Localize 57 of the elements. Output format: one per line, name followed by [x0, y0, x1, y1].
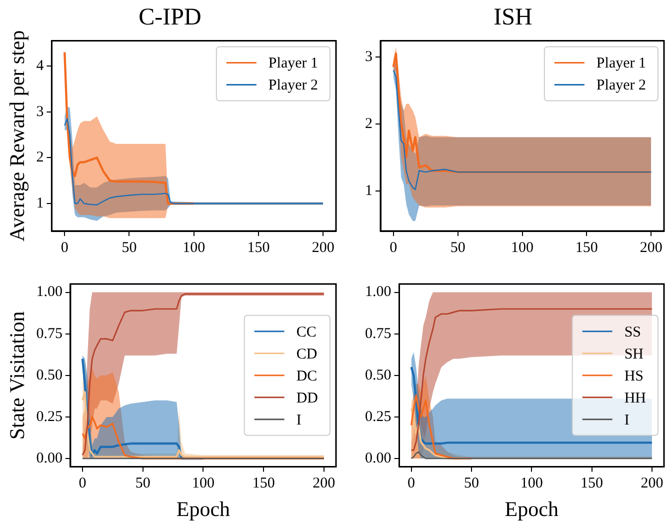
- x-tick-label: 100: [182, 240, 206, 256]
- legend-label: Player 2: [596, 78, 646, 94]
- x-tick-label: 0: [390, 240, 398, 256]
- x-tick-label: 200: [312, 476, 336, 492]
- y-tick-label: 0.25: [36, 408, 62, 425]
- y-tick-label: 0.75: [365, 326, 392, 342]
- chart-title: C-IPD: [138, 4, 202, 31]
- x-tick-label: 150: [252, 476, 275, 492]
- x-tick-label: 0: [60, 240, 68, 256]
- x-tick-label: 0: [78, 476, 86, 492]
- y-tick-label: 0.75: [36, 326, 62, 342]
- x-tick-label: 100: [511, 240, 534, 256]
- x-tick-label: 50: [135, 476, 150, 492]
- legend-label: HH: [624, 390, 646, 406]
- legend-label: CD: [296, 346, 318, 362]
- legend-label: SS: [624, 324, 642, 340]
- legend-label: Player 2: [268, 78, 318, 94]
- x-tick-label: 100: [520, 476, 543, 492]
- y-tick-label: 0.50: [36, 367, 62, 384]
- x-tick-label: 150: [247, 240, 270, 256]
- y-tick-label: 1: [36, 195, 44, 212]
- x-tick-label: 50: [122, 240, 137, 256]
- legend-label: Player 1: [596, 56, 646, 72]
- y-tick-label: 0.00: [365, 450, 392, 466]
- y-tick-label: 2: [36, 150, 44, 166]
- x-tick-label: 200: [640, 240, 662, 256]
- x-axis-title: Epoch: [504, 496, 559, 521]
- chart-title: ISH: [494, 4, 532, 31]
- legend-label: I: [296, 412, 302, 428]
- x-tick-label: 200: [640, 476, 664, 492]
- x-tick-label: 0: [408, 476, 416, 492]
- y-tick-label: 1.00: [36, 284, 62, 300]
- legend-label: HS: [624, 368, 644, 384]
- x-tick-label: 50: [464, 476, 479, 492]
- legend-label: Player 1: [268, 56, 318, 72]
- y-tick-label: 1: [365, 182, 372, 199]
- y-tick-label: 2: [365, 116, 372, 132]
- x-tick-label: 200: [312, 240, 334, 256]
- legend-label: SH: [624, 346, 644, 362]
- y-tick-label: 1.00: [365, 284, 392, 300]
- x-axis-title: Epoch: [176, 496, 231, 521]
- legend-label: DD: [296, 390, 318, 406]
- x-tick-label: 100: [192, 476, 214, 492]
- legend-label: I: [624, 412, 630, 428]
- legend-label: DC: [296, 368, 318, 384]
- x-tick-label: 50: [450, 240, 466, 256]
- y-tick-label: 0.50: [365, 367, 392, 384]
- legend-label: CC: [296, 324, 316, 340]
- y-axis-title: Average Reward per step: [5, 30, 30, 242]
- y-tick-label: 4: [36, 58, 44, 74]
- y-tick-label: 0.25: [365, 408, 392, 425]
- y-axis-title: State Visitation: [5, 310, 30, 440]
- x-tick-label: 150: [580, 476, 604, 492]
- y-tick-label: 3: [36, 104, 44, 120]
- x-tick-label: 150: [575, 240, 598, 256]
- y-tick-label: 3: [365, 48, 372, 65]
- y-tick-label: 0.00: [36, 450, 62, 466]
